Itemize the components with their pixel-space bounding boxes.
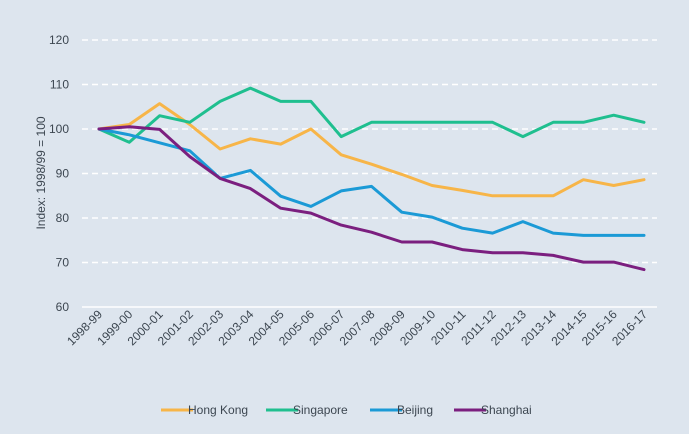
y-tick-label: 120 [49, 33, 69, 47]
series-line-singapore [97, 86, 646, 144]
y-tick-label: 100 [49, 122, 69, 136]
legend-label: Shanghai [481, 403, 532, 417]
legend-label: Singapore [293, 403, 348, 417]
y-tick-label: 110 [50, 78, 69, 92]
series-line-shanghai [97, 125, 646, 272]
y-tick-label: 90 [56, 167, 70, 181]
y-axis-title: Index: 1998/99 = 100 [34, 116, 48, 229]
legend-label: Beijing [397, 403, 433, 417]
series-line-hong-kong [97, 102, 646, 198]
y-tick-label: 60 [56, 300, 70, 314]
gridlines [82, 39, 657, 308]
series-lines [97, 86, 646, 272]
y-axis-ticks: 60 70 80 90 100 110 120 [49, 33, 69, 314]
y-tick-label: 70 [56, 256, 70, 270]
y-tick-label: 80 [56, 211, 70, 225]
series-line-beijing [97, 127, 646, 237]
legend-label: Hong Kong [188, 403, 248, 417]
legend: Hong Kong Singapore Beijing Shanghai [161, 403, 532, 417]
x-axis-ticks: 1998-991999-002000-012001-022002-032003-… [64, 307, 650, 348]
